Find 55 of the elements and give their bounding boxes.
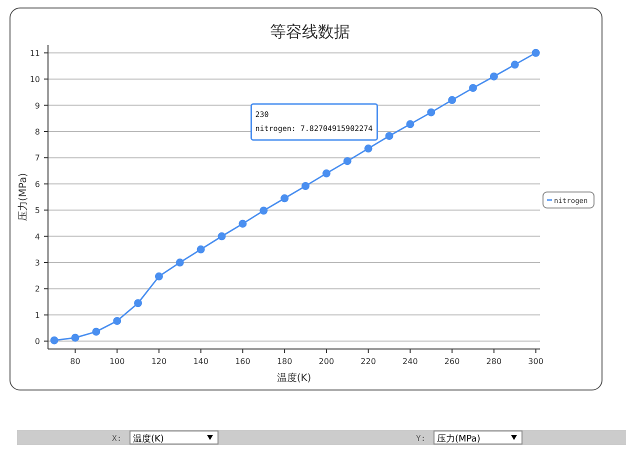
y-tick-label: 5 [34,206,40,216]
point [385,132,394,140]
point [343,157,352,166]
point [196,245,205,254]
y-tick-label: 3 [34,258,40,268]
y-tick-label: 9 [34,101,40,110]
point [364,144,372,153]
y-tick-label: 8 [34,127,40,136]
y-tick-label: 4 [34,232,40,242]
x-tick-label: 220 [360,357,376,366]
x-tick-label: 280 [486,357,502,366]
x-tick-label: 200 [318,357,334,366]
y-tick-label: 11 [30,48,40,58]
point [218,232,226,240]
point [280,194,289,202]
x-tick-label: 180 [276,357,292,366]
point [134,299,142,308]
y-tick-label: 7 [34,154,40,163]
point [302,182,310,190]
x-tick-label: 260 [444,357,460,366]
y-axis-title: 压力(MPa) [17,172,29,222]
text: 温度(K) [133,434,164,444]
text: X: [112,434,122,443]
point [154,272,163,280]
y-tick-label: 6 [34,180,40,189]
point [490,72,498,80]
x-tick-label: 120 [151,357,167,366]
y-tick-label: 2 [34,284,40,294]
point [260,206,268,215]
point [510,60,519,69]
y-tick-label: 10 [30,75,40,84]
point [532,48,540,57]
point [469,84,478,92]
point [92,328,100,336]
text: 压力(MPa) [437,434,480,444]
x-tick-label: 140 [193,357,208,366]
point [71,334,80,342]
point [113,316,122,325]
y-tick-label: 1 [34,310,40,320]
x-tick-label: 100 [109,357,125,366]
x-axis-title: 温度(K) [276,372,312,384]
point [427,108,436,116]
text: Y: [416,434,426,443]
point [50,336,58,344]
point [406,120,414,128]
chart-title: 等容线数据 [270,22,350,41]
x-tick-label: 160 [235,357,250,366]
point [322,169,330,178]
y-tick-label: 0 [34,337,40,346]
x-tick-label: 80 [70,357,80,366]
x-tick-label: 300 [528,357,544,366]
x-tick-label: 240 [402,357,418,366]
point [238,220,247,228]
point [176,258,184,267]
point [448,96,456,104]
